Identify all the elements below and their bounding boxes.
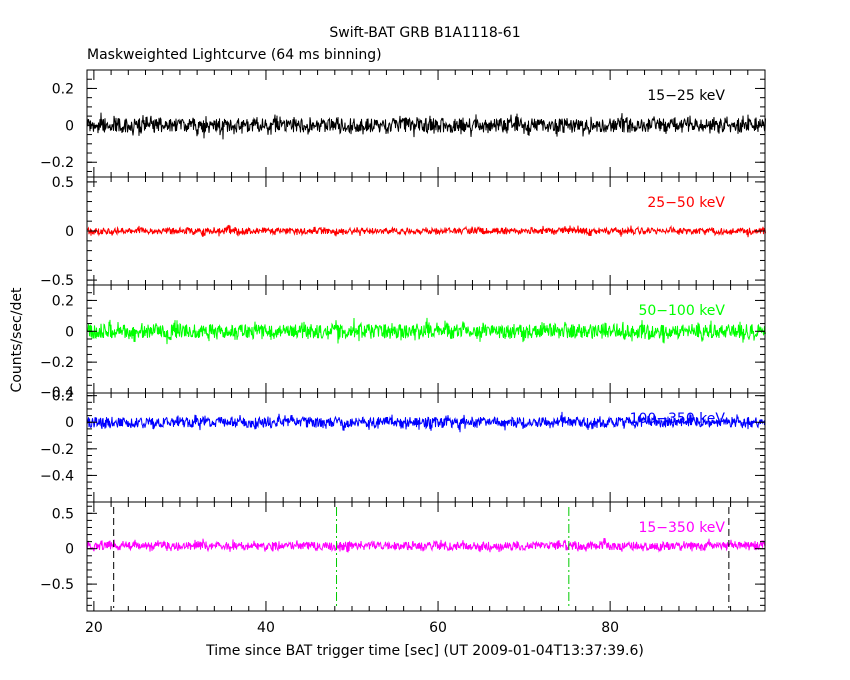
panel-25-50-kev: 25−50 keV 0.5 0 −0.5: [40, 175, 766, 289]
lightcurve-series: [86, 112, 766, 140]
panel-100-350-kev: 100−350 keV 0.2 0 −0.2 −0.4: [40, 389, 766, 496]
y-tick-label: −0.5: [40, 273, 74, 289]
panel-15-25-kev: 15−25 keV 0.2 0 −0.2: [40, 69, 766, 172]
lightcurve-series: [86, 317, 766, 345]
y-tick-label: 0.2: [52, 389, 74, 405]
lightcurve-series: [86, 537, 766, 553]
x-tick-label: 40: [257, 620, 275, 636]
y-tick-label: −0.4: [40, 468, 74, 484]
band-label: 25−50 keV: [647, 195, 725, 211]
chart-title: Swift-BAT GRB B1A1118-61: [329, 25, 520, 41]
y-tick-label: 0: [65, 415, 74, 431]
lightcurve-series: [86, 224, 766, 238]
y-tick-label: −0.2: [40, 355, 74, 371]
y-tick-label: −0.2: [40, 442, 74, 458]
y-tick-label: −0.4: [40, 385, 74, 401]
band-label: 100−350 keV: [630, 411, 726, 427]
panel-15-350-kev: 15−350 keV 0.5 0 −0.5: [40, 505, 766, 606]
band-label: 50−100 keV: [638, 303, 725, 319]
panel-50-100-kev: 50−100 keV 0.2 0 −0.2: [40, 284, 766, 394]
band-label: 15−25 keV: [647, 88, 725, 104]
y-tick-label: 0.5: [52, 506, 74, 522]
panel-frames: −0.4: [40, 69, 766, 612]
x-tick-label: 80: [601, 620, 619, 636]
y-tick-label: −0.2: [40, 155, 74, 171]
y-tick-label: 0.5: [52, 175, 74, 191]
trigger-markers: [113, 507, 730, 608]
band-label: 15−350 keV: [638, 520, 725, 536]
y-tick-label: 0.2: [52, 293, 74, 309]
x-axis-label: Time since BAT trigger time [sec] (UT 20…: [205, 643, 644, 659]
y-tick-label: −0.5: [40, 577, 74, 593]
y-tick-label: 0.2: [52, 81, 74, 97]
panel-frame: [86, 392, 766, 503]
y-tick-label: 0: [65, 118, 74, 134]
x-tick-label: 60: [429, 620, 447, 636]
y-axis-label: Counts/sec/det: [9, 287, 25, 392]
y-tick-label: 0: [65, 542, 74, 558]
x-tick-label: 20: [85, 620, 103, 636]
panel-frame: [86, 501, 766, 612]
lightcurve-series: [86, 411, 766, 433]
chart-subtitle: Maskweighted Lightcurve (64 ms binning): [87, 47, 382, 63]
y-tick-label: 0: [65, 224, 74, 240]
x-axis-ticks: 20 40 60 80: [85, 620, 619, 636]
y-tick-label: 0: [65, 324, 74, 340]
